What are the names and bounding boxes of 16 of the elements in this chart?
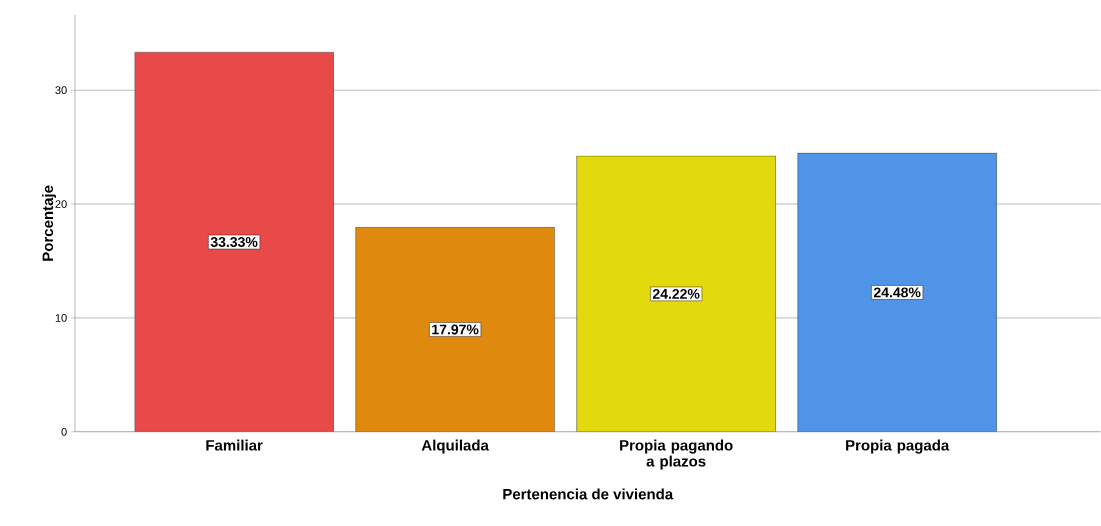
data-label: 24.48% <box>873 287 921 298</box>
data-label: 17.97% <box>432 324 479 335</box>
y-tick-label: 10 <box>55 314 67 322</box>
y-tick-label: 20 <box>55 200 67 209</box>
x-tick-label: Familiar <box>206 439 263 451</box>
bar <box>355 227 555 432</box>
x-tick-label: Propia pagando a plazos <box>620 439 733 470</box>
data-label: 24.22% <box>652 289 700 299</box>
bar <box>576 155 776 432</box>
data-label: 33.33% <box>210 237 258 248</box>
x-tick-label: Propia pagada <box>846 439 950 454</box>
y-axis-title: Porcentaje <box>42 185 57 261</box>
x-axis-title: Pertenencia de vivienda <box>503 488 674 500</box>
y-tick-label: 0 <box>61 428 67 436</box>
x-tick-label: Alquilada <box>421 439 489 454</box>
y-tick-label: 30 <box>55 86 67 95</box>
